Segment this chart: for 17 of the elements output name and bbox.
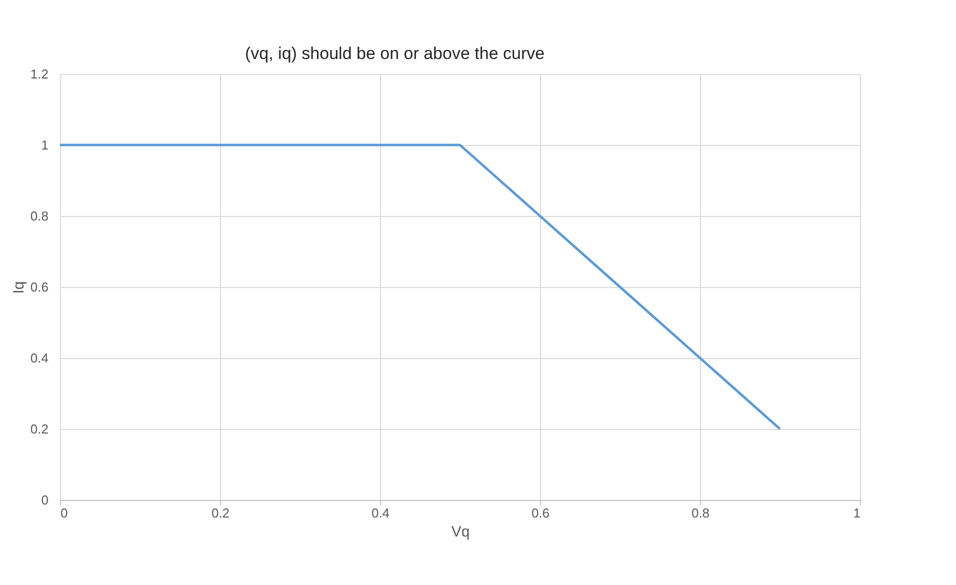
- y-tick-label: 0: [41, 492, 48, 508]
- x-tick-label: 1: [853, 506, 860, 520]
- x-tick-label: 0: [60, 506, 68, 520]
- x-tick-label: 0.6: [531, 506, 550, 520]
- x-tick-label: 0.8: [691, 506, 710, 520]
- y-axis-title: Iq: [10, 281, 28, 294]
- x-axis-title: Vq: [451, 524, 470, 540]
- y-tick-label: 1: [41, 138, 48, 152]
- y-tick-label: 0.6: [30, 280, 48, 294]
- text: (vq, iq) should be on or above the curve: [245, 44, 545, 63]
- y-tick-label: 0.4: [30, 350, 48, 366]
- x-tick-label: 0.2: [211, 506, 230, 520]
- y-tick-label: 0.8: [30, 208, 48, 224]
- y-tick-label: 1.2: [30, 66, 48, 82]
- x-tick-label: 0.4: [371, 506, 390, 520]
- y-tick-label: 0.2: [30, 422, 48, 436]
- line-series: [58, 144, 782, 430]
